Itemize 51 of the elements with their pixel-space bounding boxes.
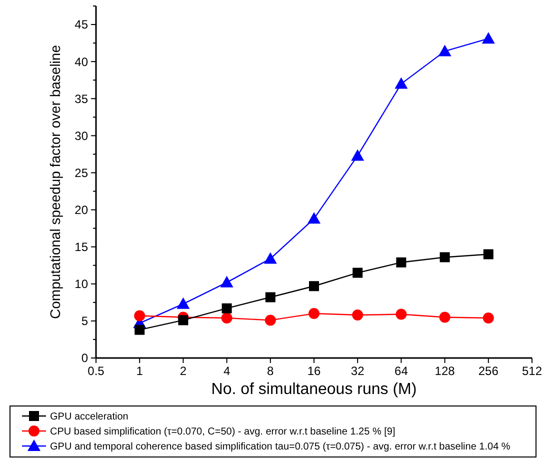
point [134,310,146,322]
point [482,32,495,44]
point [396,308,407,320]
y-tick-label: 25 [74,166,88,180]
point [439,312,450,323]
x-axis-title: No. of simultaneous runs (M) [211,381,417,398]
x-tick-label: 128 [434,364,456,378]
point [264,252,277,264]
point [308,212,320,224]
y-tick-label: 10 [74,277,88,292]
y-tick-label: 35 [74,92,88,106]
x-tick-label: 16 [307,364,321,378]
x-tick-label: 8 [267,364,274,378]
x-tick-label: 64 [394,364,408,378]
point [440,252,450,262]
legend-label: GPU acceleration [50,412,128,422]
x-tick-label: 256 [478,364,499,378]
point [396,257,406,268]
x-tick-label: 1 [136,364,144,378]
y-tick-label: 15 [74,240,88,254]
point [482,312,494,324]
y-tick-label: 45 [74,18,88,32]
y-tick-label: 5 [81,314,88,328]
point [309,281,319,292]
point [264,314,276,326]
x-tick-label: 512 [522,364,542,378]
point [394,77,408,89]
y-axis-title: Computational speedup factor over baseline [47,44,63,319]
point [222,303,232,314]
point [438,44,452,56]
point [176,297,190,309]
point [265,292,276,302]
x-tick-label: 4 [223,364,230,378]
legend-label: GPU and temporal coherence based simplification tau=0.075 (τ=0.075) - avg. error w.r.t baseline 1.04 % [50,442,510,452]
point [221,312,232,324]
point [483,249,494,260]
point [352,268,363,278]
y-tick-label: 20 [74,202,88,217]
x-tick-label: 2 [180,364,187,378]
point [134,324,145,335]
point [352,310,364,321]
point [178,315,188,326]
point [351,149,364,161]
point [308,308,320,320]
y-tick-label: 40 [74,54,88,69]
x-tick-label: 32 [350,364,365,378]
legend-label: CPU based simplification (τ=0.070, C=50) - avg. error w.r.t baseline 1.25 % [9] [50,426,396,438]
x-tick-label: 0.5 [88,364,105,378]
y-tick-label: 30 [74,128,88,143]
point [220,276,234,288]
y-tick-label: 0 [81,351,88,366]
